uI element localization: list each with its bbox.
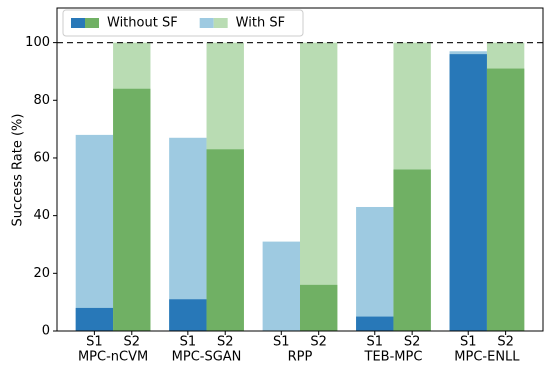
x-subtick-label: S1 (273, 335, 290, 350)
bar (169, 137, 207, 331)
legend-swatch (213, 18, 228, 28)
bar (169, 299, 207, 331)
y-tick-label: 80 (33, 93, 50, 108)
bar (206, 149, 244, 331)
legend-swatch (85, 18, 99, 28)
bar (356, 206, 394, 331)
x-subtick-label: S2 (497, 335, 514, 350)
y-tick-label: 20 (33, 266, 50, 281)
bar (300, 284, 338, 331)
bar (356, 316, 394, 331)
bar (300, 42, 338, 331)
x-subtick-label: S2 (310, 335, 327, 350)
x-subtick-label: S1 (367, 335, 384, 350)
x-tick-label: TEB-MPC (364, 350, 423, 365)
bar (113, 88, 151, 331)
bar (75, 307, 114, 331)
y-tick-label: 0 (42, 324, 50, 339)
bar (262, 241, 300, 331)
bar (486, 68, 525, 331)
plot-frame (56, 7, 544, 332)
x-tick-label: MPC-nCVM (78, 350, 148, 365)
x-subtick-label: S1 (180, 335, 197, 350)
legend-swatch (199, 18, 214, 28)
bar (393, 169, 431, 331)
x-tick-label: RPP (288, 350, 313, 365)
legend-box (62, 9, 304, 37)
y-tick-label: 40 (33, 208, 50, 223)
y-tick-label: 60 (33, 150, 50, 165)
bar (449, 54, 487, 332)
x-tick-label: MPC-ENLL (454, 350, 520, 365)
legend-swatch (71, 18, 85, 28)
y-tick-label: 100 (25, 35, 50, 50)
x-subtick-label: S2 (404, 335, 421, 350)
x-subtick-label: S2 (124, 335, 141, 350)
legend-label: With SF (236, 16, 285, 31)
bar (75, 134, 114, 331)
x-subtick-label: S2 (217, 335, 234, 350)
legend-label: Without SF (107, 16, 178, 31)
y-axis-label: Success Rate (%) (11, 114, 26, 227)
x-subtick-label: S1 (460, 335, 477, 350)
x-tick-label: MPC-SGAN (172, 350, 242, 365)
x-subtick-label: S1 (86, 335, 103, 350)
